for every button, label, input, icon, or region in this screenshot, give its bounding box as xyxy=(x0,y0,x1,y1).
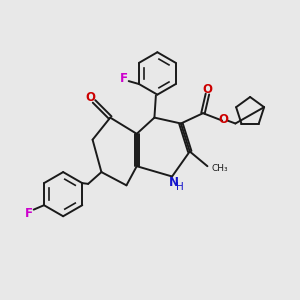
Text: N: N xyxy=(169,176,178,190)
Text: O: O xyxy=(202,83,212,96)
Text: O: O xyxy=(219,112,229,126)
Text: F: F xyxy=(119,72,128,85)
Text: F: F xyxy=(24,207,32,220)
Text: H: H xyxy=(176,182,184,192)
Text: O: O xyxy=(85,92,95,104)
Text: CH₃: CH₃ xyxy=(211,164,228,173)
